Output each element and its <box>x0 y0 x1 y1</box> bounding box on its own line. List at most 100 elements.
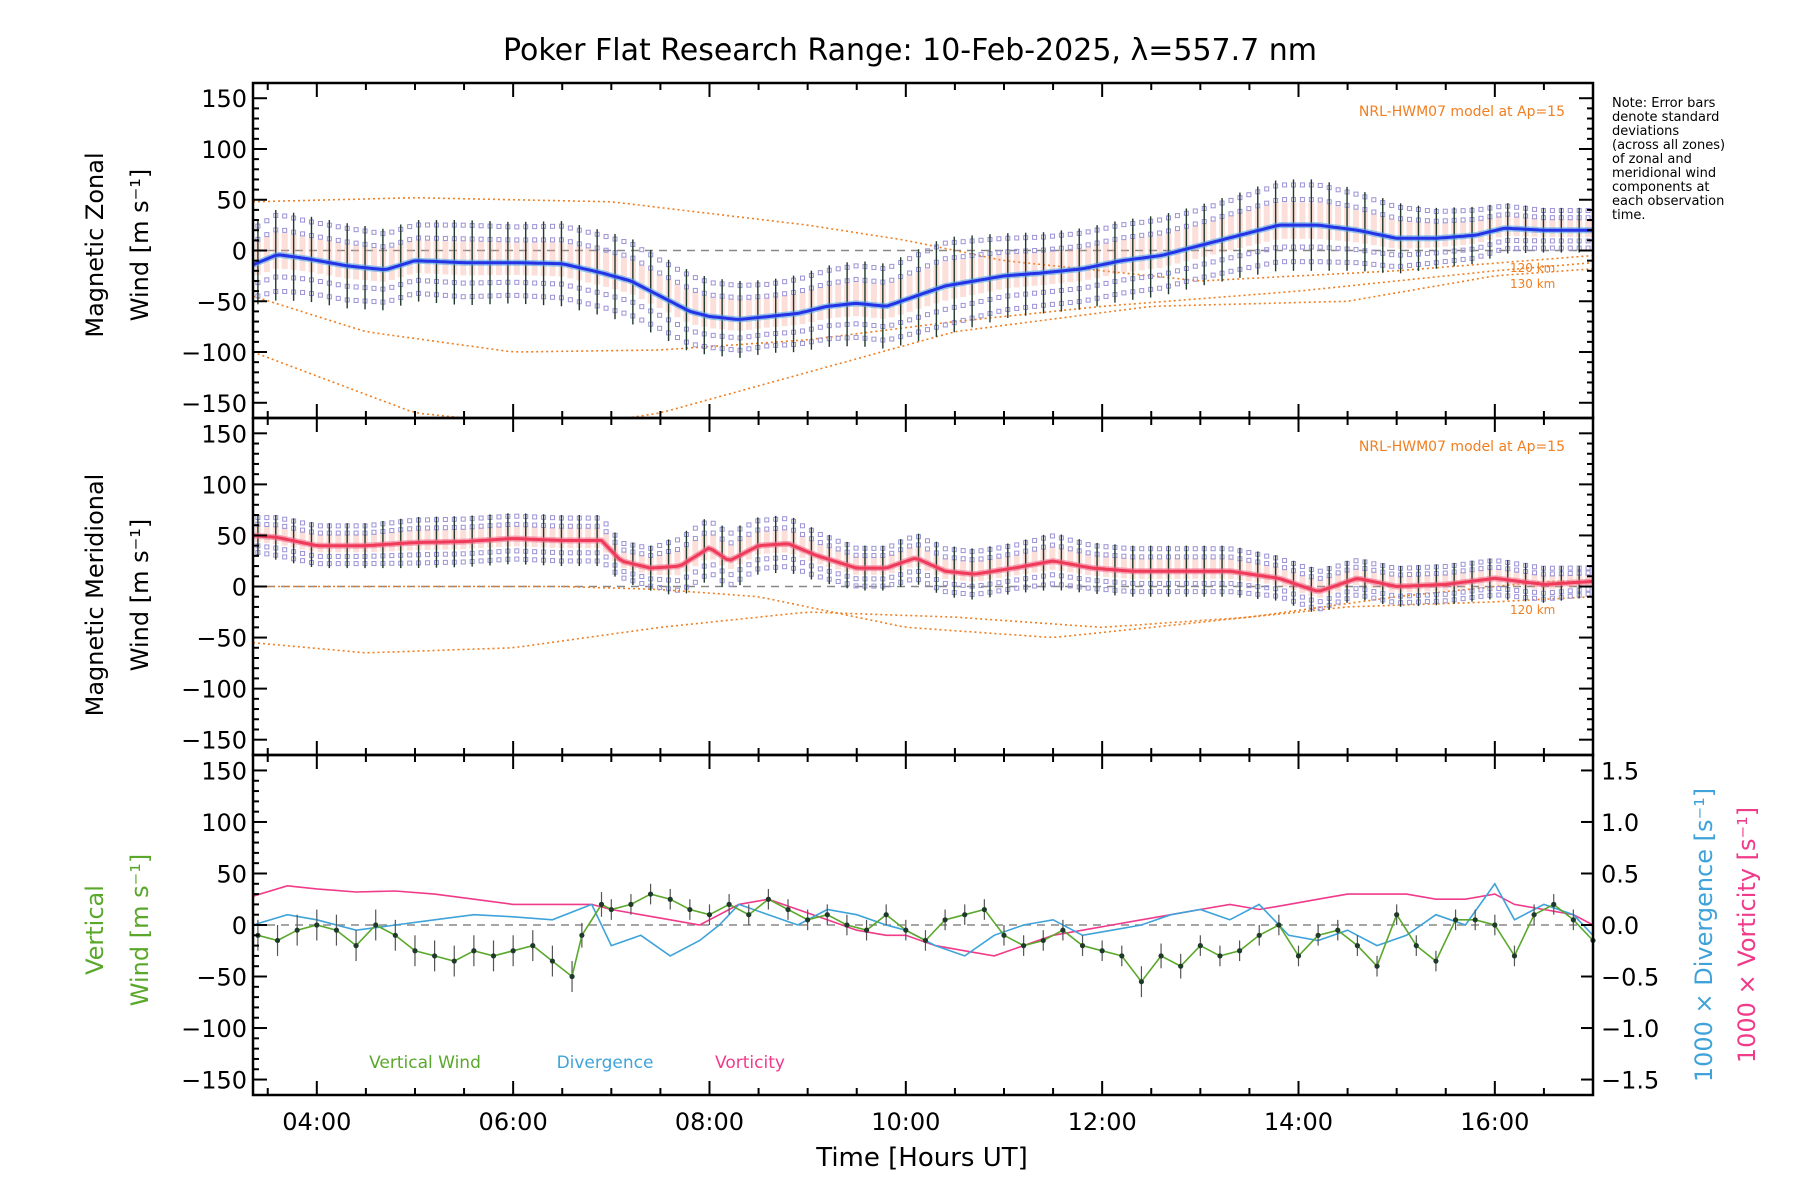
zone-marker <box>978 298 984 304</box>
zone-marker <box>728 347 734 353</box>
zone-marker <box>692 579 698 585</box>
zone-marker <box>639 317 645 323</box>
zone-spread <box>603 252 610 287</box>
zone-marker <box>1371 595 1377 601</box>
zone-marker <box>710 332 716 338</box>
zone-marker <box>1353 558 1359 564</box>
zone-marker <box>282 213 288 219</box>
zone-marker <box>889 574 895 580</box>
right-tick-label: 0.5 <box>1601 860 1639 888</box>
zone-marker <box>1174 226 1180 232</box>
zonal-wind-panel: NRL-HWM07 model at Ap=15 120 km 130 km 150 1… <box>181 81 1595 420</box>
zone-marker <box>621 547 627 553</box>
zone-marker <box>674 546 680 552</box>
zone-marker <box>1282 565 1288 571</box>
vertical-wind-point <box>294 927 300 933</box>
zone-marker <box>1549 215 1555 221</box>
zone-marker <box>425 560 431 566</box>
zone-marker <box>1299 564 1305 570</box>
note-line: components at <box>1612 180 1710 195</box>
zone-marker <box>1067 231 1073 237</box>
zone-marker <box>532 280 538 286</box>
y-tick-label: 0 <box>232 912 247 940</box>
zone-marker <box>585 523 591 529</box>
zone-spread <box>299 236 306 271</box>
zone-marker <box>1032 290 1038 296</box>
zone-marker <box>871 545 877 551</box>
note-line: time. <box>1612 208 1646 223</box>
zone-spread <box>1317 202 1324 240</box>
zone-marker <box>1032 234 1038 240</box>
vertical-wind-point <box>353 943 359 949</box>
zone-marker <box>942 306 948 312</box>
zone-marker <box>603 305 609 311</box>
zone-marker <box>1389 571 1395 577</box>
zonal-ylabel-line2: Wind [m s⁻¹] <box>126 169 154 321</box>
zone-marker <box>1407 565 1413 571</box>
right-tick-label: −1.5 <box>1601 1067 1659 1095</box>
zone-marker <box>764 331 770 337</box>
zone-marker <box>1067 537 1073 543</box>
zone-marker <box>1514 245 1520 251</box>
divergence-ylabel: 1000 × Divergence [s⁻¹] <box>1690 788 1718 1082</box>
zone-marker <box>1139 554 1145 560</box>
zone-marker <box>674 279 680 285</box>
zone-marker <box>1442 208 1448 214</box>
zone-spread <box>1120 240 1127 273</box>
zone-spread <box>1335 206 1342 241</box>
zone-marker <box>1210 546 1216 552</box>
zone-marker <box>728 540 734 546</box>
zone-marker <box>1496 564 1502 570</box>
zone-marker <box>924 581 930 587</box>
zone-marker <box>514 556 520 562</box>
vertical-wind-point <box>1060 927 1066 933</box>
zone-marker <box>639 573 645 579</box>
zone-marker <box>1442 591 1448 597</box>
zone-marker <box>942 240 948 246</box>
vertical-wind-point <box>1492 922 1498 928</box>
zone-marker <box>1371 589 1377 595</box>
zone-marker <box>1192 546 1198 552</box>
zone-marker <box>567 523 573 529</box>
zone-marker <box>907 535 913 541</box>
zone-marker <box>853 583 859 589</box>
zone-marker <box>889 582 895 588</box>
model-label: NRL-HWM07 model at Ap=15 <box>1359 104 1565 120</box>
zone-marker <box>1442 598 1448 604</box>
zone-marker <box>282 554 288 560</box>
zone-marker <box>924 312 930 318</box>
zone-marker <box>835 546 841 552</box>
vertical-wind-point <box>1236 948 1243 954</box>
zone-marker <box>1460 596 1466 602</box>
zone-marker <box>1264 585 1270 591</box>
zone-marker <box>1014 585 1020 591</box>
vertical-wind-point <box>530 943 536 949</box>
zone-marker <box>389 553 395 559</box>
zone-spread <box>567 244 574 279</box>
zone-marker <box>460 236 466 242</box>
zone-marker <box>496 293 502 299</box>
zone-marker <box>674 322 680 328</box>
zone-marker <box>371 553 377 559</box>
zone-marker <box>782 555 788 561</box>
zone-marker <box>1514 204 1520 210</box>
zone-marker <box>1371 261 1377 267</box>
zone-marker <box>1478 593 1484 599</box>
zone-marker <box>907 569 913 575</box>
zone-marker <box>603 554 609 560</box>
zone-marker <box>603 529 609 535</box>
zone-marker <box>621 575 627 581</box>
y-tick-label: −150 <box>181 390 247 418</box>
right-tick-label: −1.0 <box>1601 1015 1659 1043</box>
zone-marker <box>1014 248 1020 254</box>
zone-marker <box>1139 589 1145 595</box>
zone-marker <box>282 547 288 553</box>
zone-marker <box>1103 587 1109 593</box>
zone-marker <box>996 580 1002 586</box>
vertical-wind-point <box>1276 922 1282 928</box>
zone-marker <box>889 263 895 269</box>
zone-marker <box>514 224 520 230</box>
zone-marker <box>1192 554 1198 560</box>
note-line: (across all zones) <box>1612 138 1725 153</box>
zone-marker <box>550 294 556 300</box>
